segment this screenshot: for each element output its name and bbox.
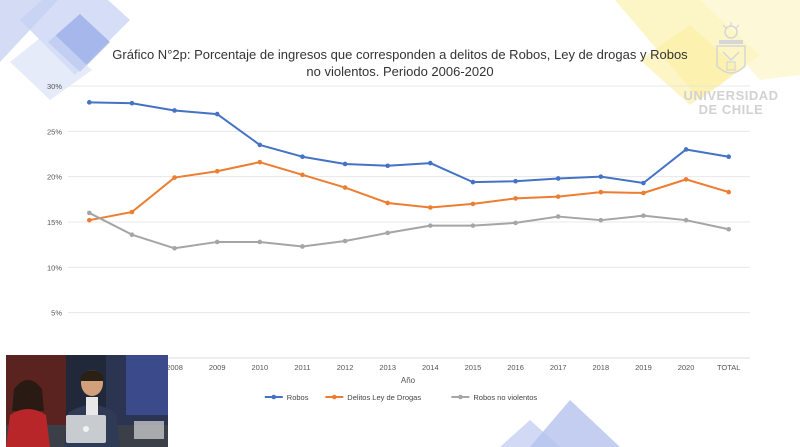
chart-title: Gráfico N°2p: Porcentaje de ingresos que… — [112, 47, 688, 79]
y-tick-label: 20% — [47, 173, 62, 182]
data-point — [172, 245, 177, 251]
x-tick-label: 2009 — [209, 363, 226, 372]
data-point — [385, 163, 390, 169]
data-point — [87, 217, 92, 223]
legend-item: Delitos Ley de Drogas — [325, 393, 421, 402]
series-line — [89, 161, 729, 222]
data-point — [683, 217, 689, 223]
data-point — [470, 179, 476, 185]
data-point — [726, 154, 731, 160]
x-tick-label: 2014 — [422, 363, 439, 372]
university-name-line1: UNIVERSIDAD — [683, 88, 779, 103]
x-axis-title: Año — [401, 376, 416, 385]
data-point — [342, 161, 348, 167]
x-tick-label: 2013 — [379, 363, 396, 372]
data-point — [300, 154, 305, 160]
legend-marker-icon — [332, 394, 337, 400]
data-point — [641, 190, 646, 196]
data-point — [470, 223, 476, 228]
university-name-line2: DE CHILE — [698, 102, 764, 117]
x-tick-label: TOTAL — [717, 363, 740, 372]
legend-item: Robos — [264, 393, 309, 402]
legend-item: Robos no violentos — [451, 393, 537, 402]
data-point — [513, 196, 518, 201]
y-tick-label: 5% — [51, 309, 62, 318]
data-point — [129, 232, 135, 237]
data-point — [214, 111, 220, 117]
series-robos-no-violentos — [87, 210, 731, 251]
x-tick-label: 2016 — [507, 363, 524, 372]
legend-label: Delitos Ley de Drogas — [347, 393, 421, 402]
data-point — [214, 239, 220, 245]
webcam-people-image — [6, 355, 168, 447]
data-point — [598, 189, 604, 195]
x-tick-label: 2018 — [592, 363, 609, 372]
data-point — [726, 226, 731, 232]
data-point — [683, 147, 689, 152]
university-seal-icon — [716, 22, 746, 74]
x-tick-label: 2015 — [465, 363, 482, 372]
data-point — [555, 176, 561, 181]
series-delitos-ley-de-drogas — [87, 159, 731, 223]
data-point — [555, 214, 561, 219]
data-point — [598, 174, 604, 179]
data-point — [342, 185, 348, 190]
data-point — [87, 100, 92, 105]
y-tick-label: 25% — [47, 127, 62, 136]
data-point — [385, 200, 390, 206]
data-point — [172, 175, 177, 180]
data-point — [470, 201, 476, 207]
data-point — [385, 230, 390, 236]
data-point — [257, 159, 263, 165]
data-point — [172, 108, 177, 113]
series-line — [88, 212, 729, 250]
webcam-video-inset — [6, 355, 168, 447]
data-point — [726, 189, 731, 195]
x-tick-label: 2010 — [251, 363, 268, 372]
data-point — [257, 142, 263, 148]
series-robos — [87, 100, 731, 186]
legend-marker-icon — [271, 394, 277, 400]
y-tick-label: 15% — [47, 218, 62, 227]
data-point — [513, 178, 518, 184]
legend-marker-icon — [458, 394, 463, 400]
data-point — [300, 244, 305, 249]
data-point — [257, 239, 263, 245]
university-logo: UNIVERSIDAD DE CHILE — [676, 22, 786, 117]
data-point — [641, 213, 646, 218]
data-point — [555, 194, 561, 199]
data-point — [598, 217, 604, 223]
x-tick-label: 2019 — [635, 363, 652, 372]
data-point — [342, 238, 348, 244]
x-tick-label: 2017 — [550, 363, 567, 372]
data-point — [214, 168, 220, 174]
data-point — [641, 180, 646, 186]
y-tick-label: 10% — [47, 263, 62, 272]
series-line — [89, 101, 729, 185]
legend-label: Robos no violentos — [473, 393, 537, 402]
data-point — [428, 160, 433, 166]
data-point — [129, 100, 135, 106]
x-tick-label: 2008 — [166, 363, 183, 372]
data-point — [428, 205, 433, 210]
legend-label: Robos — [287, 393, 309, 402]
data-point — [513, 220, 518, 226]
x-tick-label: 2020 — [678, 363, 695, 372]
data-point — [428, 223, 433, 228]
data-point — [683, 177, 689, 182]
y-tick-label: 30% — [47, 82, 62, 91]
data-point — [129, 209, 135, 215]
data-point — [87, 210, 92, 216]
x-tick-label: 2012 — [337, 363, 354, 372]
x-tick-label: 2011 — [294, 363, 310, 372]
data-point — [300, 172, 305, 178]
